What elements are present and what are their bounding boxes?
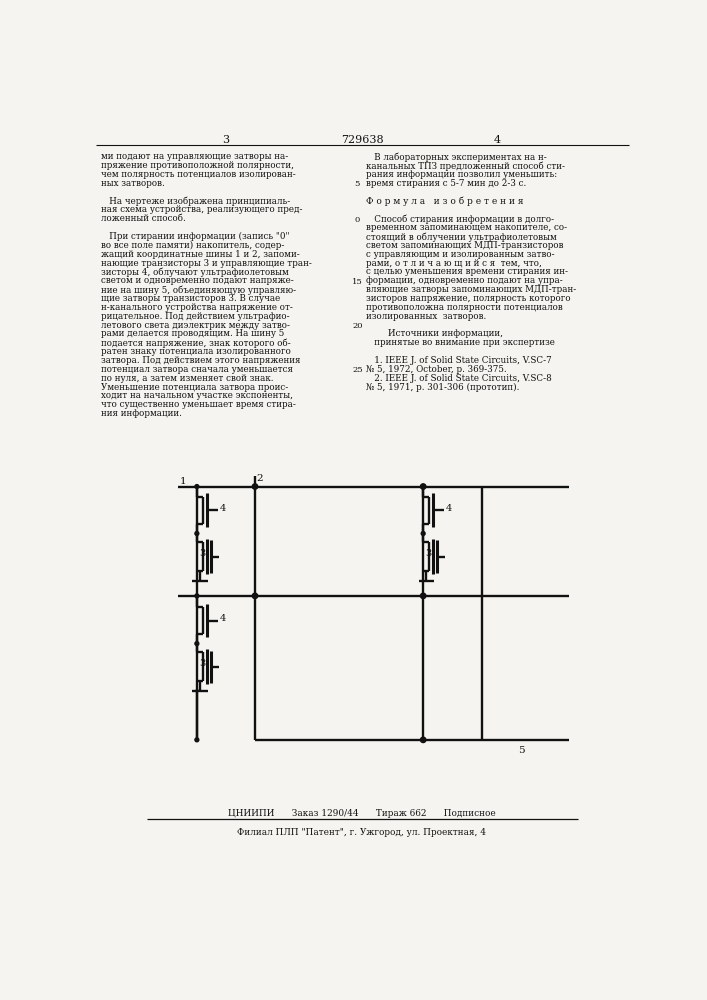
Text: Способ стирания информации в долго-: Способ стирания информации в долго-: [366, 214, 554, 224]
Text: зисторов напряжение, полярность которого: зисторов напряжение, полярность которого: [366, 294, 571, 303]
Circle shape: [195, 594, 199, 598]
Circle shape: [421, 484, 426, 489]
Circle shape: [421, 593, 426, 599]
Text: светом запоминающих МДП-транзисторов: светом запоминающих МДП-транзисторов: [366, 241, 563, 250]
Circle shape: [252, 484, 258, 489]
Text: 4: 4: [445, 504, 452, 513]
Circle shape: [195, 485, 199, 488]
Text: н-канального устройства напряжение от-: н-канального устройства напряжение от-: [101, 303, 293, 312]
Text: светом и одновременно подают напряже-: светом и одновременно подают напряже-: [101, 276, 293, 285]
Text: принятые во внимание при экспертизе: принятые во внимание при экспертизе: [366, 338, 555, 347]
Circle shape: [195, 738, 199, 742]
Text: противоположна полярности потенциалов: противоположна полярности потенциалов: [366, 303, 563, 312]
Text: ния информации.: ния информации.: [101, 409, 182, 418]
Text: изолированных  затворов.: изолированных затворов.: [366, 312, 486, 321]
Text: подается напряжение, знак которого об-: подается напряжение, знак которого об-: [101, 338, 291, 348]
Circle shape: [421, 532, 425, 535]
Text: 5: 5: [518, 746, 525, 755]
Text: что существенно уменьшает время стира-: что существенно уменьшает время стира-: [101, 400, 296, 409]
Text: канальных ТПЗ предложенный способ сти-: канальных ТПЗ предложенный способ сти-: [366, 161, 565, 171]
Text: ных затворов.: ных затворов.: [101, 179, 165, 188]
Text: нающие транзисторы 3 и управляющие тран-: нающие транзисторы 3 и управляющие тран-: [101, 259, 312, 268]
Text: ная схема устройства, реализующего пред-: ная схема устройства, реализующего пред-: [101, 205, 303, 214]
Text: В лабораторных экспериментах на н-: В лабораторных экспериментах на н-: [366, 152, 547, 162]
Text: 3: 3: [222, 135, 229, 145]
Text: вляющие затворы запоминающих МДП-тран-: вляющие затворы запоминающих МДП-тран-: [366, 285, 576, 294]
Text: 2: 2: [257, 474, 263, 483]
Text: 5: 5: [355, 180, 360, 188]
Text: 4: 4: [219, 614, 226, 623]
Circle shape: [421, 485, 425, 488]
Text: затвора. Под действием этого напряжения: затвора. Под действием этого напряжения: [101, 356, 300, 365]
Text: щие затворы транзисторов 3. В случае: щие затворы транзисторов 3. В случае: [101, 294, 280, 303]
Circle shape: [252, 593, 258, 599]
Text: стоящий в облучении ультрафиолетовым: стоящий в облучении ультрафиолетовым: [366, 232, 556, 242]
Text: жащий координатные шины 1 и 2, запоми-: жащий координатные шины 1 и 2, запоми-: [101, 250, 300, 259]
Text: № 5, 1972, October, р. 369-375.: № 5, 1972, October, р. 369-375.: [366, 365, 506, 374]
Text: Источники информации,: Источники информации,: [366, 329, 503, 338]
Text: с управляющим и изолированным затво-: с управляющим и изолированным затво-: [366, 250, 554, 259]
Text: 25: 25: [352, 366, 363, 374]
Text: во все поле памяти) накопитель, содер-: во все поле памяти) накопитель, содер-: [101, 241, 284, 250]
Text: рания информации позволил уменьшить:: рания информации позволил уменьшить:: [366, 170, 557, 179]
Text: временном запоминающем накопителе, со-: временном запоминающем накопителе, со-: [366, 223, 567, 232]
Text: рами, о т л и ч а ю щ и й с я  тем, что,: рами, о т л и ч а ю щ и й с я тем, что,: [366, 259, 542, 268]
Text: летового света диэлектрик между затво-: летового света диэлектрик между затво-: [101, 321, 290, 330]
Text: зисторы 4, облучают ультрафиолетовым: зисторы 4, облучают ультрафиолетовым: [101, 267, 288, 277]
Text: рами делается проводящим. На шину 5: рами делается проводящим. На шину 5: [101, 329, 284, 338]
Text: ЦНИИПИ      Заказ 1290/44      Тираж 662      Подписное: ЦНИИПИ Заказ 1290/44 Тираж 662 Подписное: [228, 809, 496, 818]
Circle shape: [195, 642, 199, 646]
Text: ратен знаку потенциала изолированного: ратен знаку потенциала изолированного: [101, 347, 291, 356]
Text: с целью уменьшения времени стирания ин-: с целью уменьшения времени стирания ин-: [366, 267, 568, 276]
Text: 20: 20: [352, 322, 363, 330]
Text: ми подают на управляющие затворы на-: ми подают на управляющие затворы на-: [101, 152, 288, 161]
Text: по нуля, а затем изменяет свой знак.: по нуля, а затем изменяет свой знак.: [101, 374, 274, 383]
Text: № 5, 1971, р. 301-306 (прототип).: № 5, 1971, р. 301-306 (прототип).: [366, 383, 519, 392]
Text: ложенный способ.: ложенный способ.: [101, 214, 185, 223]
Text: время стирания с 5-7 мин до 2-3 с.: время стирания с 5-7 мин до 2-3 с.: [366, 179, 526, 188]
Text: 3: 3: [199, 659, 206, 668]
Text: ходит на начальном участке экспоненты,: ходит на начальном участке экспоненты,: [101, 391, 293, 400]
Text: 3: 3: [199, 549, 206, 558]
Text: Уменьшение потенциала затвора проис-: Уменьшение потенциала затвора проис-: [101, 383, 288, 392]
Circle shape: [421, 737, 426, 743]
Text: На чертеже изображена принципиаль-: На чертеже изображена принципиаль-: [101, 197, 290, 206]
Text: ние на шину 5, объединяющую управляю-: ние на шину 5, объединяющую управляю-: [101, 285, 296, 295]
Text: 1: 1: [180, 477, 187, 486]
Text: 729638: 729638: [341, 135, 383, 145]
Text: 3: 3: [426, 549, 432, 558]
Circle shape: [195, 532, 199, 535]
Text: чем полярность потенциалов изолирован-: чем полярность потенциалов изолирован-: [101, 170, 296, 179]
Text: формации, одновременно подают на упра-: формации, одновременно подают на упра-: [366, 276, 563, 285]
Text: 4: 4: [219, 504, 226, 513]
Text: Ф о р м у л а   и з о б р е т е н и я: Ф о р м у л а и з о б р е т е н и я: [366, 197, 523, 206]
Text: 2. IEEE J. of Solid State Circuits, V.SC-8: 2. IEEE J. of Solid State Circuits, V.SC…: [366, 374, 551, 383]
Text: рицательное. Под действием ультрафио-: рицательное. Под действием ультрафио-: [101, 312, 289, 321]
Text: 15: 15: [352, 278, 363, 286]
Text: 4: 4: [494, 135, 501, 145]
Text: 1. IEEE J. of Solid State Circuits, V.SC-7: 1. IEEE J. of Solid State Circuits, V.SC…: [366, 356, 551, 365]
Text: При стирании информации (запись "0": При стирании информации (запись "0": [101, 232, 289, 241]
Text: пряжение противоположной полярности,: пряжение противоположной полярности,: [101, 161, 294, 170]
Text: 0: 0: [355, 216, 360, 224]
Text: потенциал затвора сначала уменьшается: потенциал затвора сначала уменьшается: [101, 365, 293, 374]
Text: Филиал ПЛП "Патент", г. Ужгород, ул. Проектная, 4: Филиал ПЛП "Патент", г. Ужгород, ул. Про…: [238, 828, 486, 837]
